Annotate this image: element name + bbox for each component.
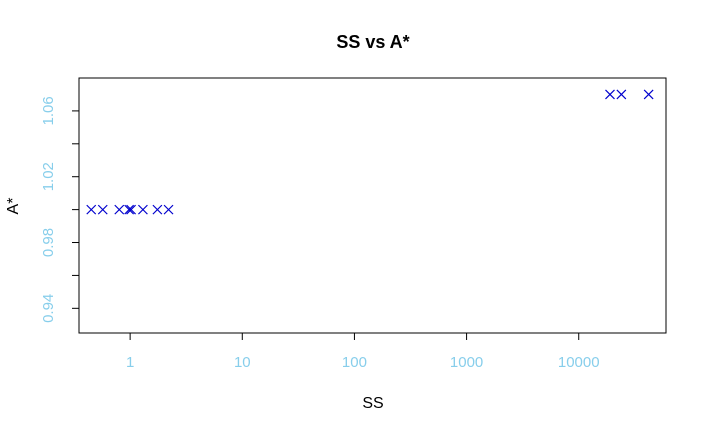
plot-frame [78, 77, 667, 334]
data-point [163, 204, 174, 215]
data-point [97, 204, 108, 215]
y-axis: 0.94 0.98 1.02 1.06 [40, 96, 79, 323]
x-tick-label: 1 [126, 354, 134, 371]
data-point [137, 204, 148, 215]
data-point [126, 204, 137, 215]
data-point [114, 204, 125, 215]
data-point [605, 89, 615, 100]
data-point [86, 204, 97, 215]
data-points [86, 89, 654, 215]
x-axis-title: SS [362, 395, 383, 412]
data-point [124, 204, 135, 215]
y-axis-title: A* [5, 198, 22, 215]
x-tick-label: 10 [234, 354, 251, 371]
data-point [152, 204, 163, 215]
x-tick-label: 100 [342, 354, 367, 371]
chart-title: SS vs A* [336, 32, 409, 52]
y-tick-label: 0.94 [40, 294, 57, 323]
y-tick-label: 1.06 [40, 96, 57, 125]
x-axis: 1 10 100 1000 10000 [126, 333, 600, 371]
data-point [616, 89, 627, 100]
x-tick-label: 1000 [450, 354, 483, 371]
y-tick-label: 0.98 [40, 228, 57, 257]
y-tick-label: 1.02 [40, 162, 57, 191]
x-tick-label: 10000 [558, 354, 600, 371]
data-point [643, 89, 654, 100]
